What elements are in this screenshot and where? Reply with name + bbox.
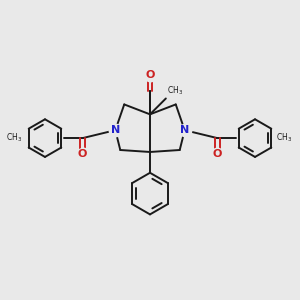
Text: O: O: [78, 149, 87, 159]
Text: N: N: [180, 125, 189, 135]
Text: CH$_3$: CH$_3$: [276, 132, 292, 144]
Text: CH$_3$: CH$_3$: [6, 132, 22, 144]
Text: O: O: [213, 149, 222, 159]
Text: N: N: [111, 125, 120, 135]
Text: CH$_3$: CH$_3$: [167, 85, 183, 98]
Text: O: O: [145, 70, 155, 80]
